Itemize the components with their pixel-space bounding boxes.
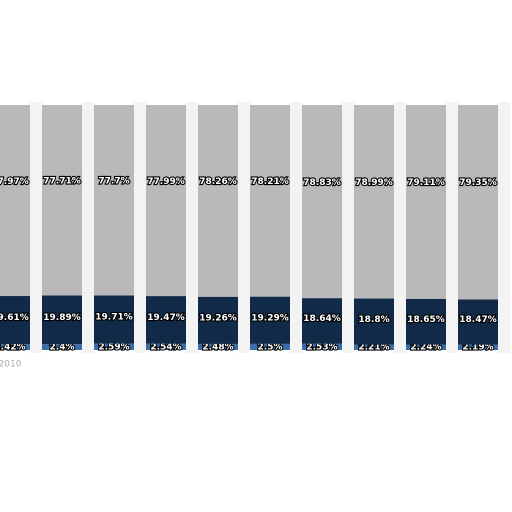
bar-segment <box>354 298 394 345</box>
data-label: 79.11% <box>407 178 445 188</box>
bar-segment <box>146 105 186 297</box>
bar-segment <box>94 343 134 350</box>
column-gap <box>238 102 250 353</box>
bar-segment <box>354 105 394 299</box>
column-gap <box>290 102 302 353</box>
bar-segment <box>354 344 394 350</box>
data-label: 77.7% <box>98 177 129 187</box>
data-label: 19.29% <box>251 313 289 323</box>
bar-segment <box>94 295 134 344</box>
data-label: 78.83% <box>303 178 341 188</box>
data-label: 77.71% <box>43 177 81 187</box>
bar-segment <box>406 344 446 350</box>
data-label: 19.47% <box>147 313 185 323</box>
data-label: 19.61% <box>0 313 29 323</box>
bar-segment <box>458 299 498 345</box>
data-label: 2.59% <box>98 343 129 353</box>
column-gap <box>186 102 198 353</box>
column-gap <box>446 102 458 353</box>
bar-segment <box>458 104 498 300</box>
data-label: 18.65% <box>407 315 445 325</box>
data-label: 18.8% <box>358 315 389 325</box>
x-tick-label: 2010 <box>0 360 22 370</box>
bar-segment <box>0 344 30 350</box>
bar-segment <box>250 105 290 297</box>
bar-segment <box>250 296 290 344</box>
bar-segment <box>146 296 186 344</box>
bar-segment <box>302 343 342 350</box>
bar-segment <box>0 105 30 297</box>
bar-segment <box>42 295 82 345</box>
data-label: 77.99% <box>147 177 185 187</box>
data-label: 2.5% <box>258 343 283 353</box>
data-label: 2.42% <box>0 343 26 353</box>
data-label: 19.26% <box>199 313 237 323</box>
column-gap <box>394 102 406 353</box>
bar-segment <box>406 298 446 345</box>
data-label: 2.4% <box>50 343 75 353</box>
column-gap <box>342 102 354 353</box>
bar-segment <box>42 105 82 296</box>
data-label: 78.21% <box>251 177 289 187</box>
bar-segment <box>302 298 342 344</box>
column-gap <box>134 102 146 353</box>
data-label: 18.47% <box>459 315 497 325</box>
data-label: 18.64% <box>303 314 341 324</box>
data-label: 19.71% <box>95 313 133 323</box>
data-label: 2.48% <box>202 343 233 353</box>
data-label: 77.97% <box>0 177 29 187</box>
bar-segment <box>198 105 238 297</box>
bar-segment <box>42 344 82 350</box>
data-label: 78.99% <box>355 178 393 188</box>
bar-segment <box>406 105 446 299</box>
bar-segment <box>250 343 290 350</box>
column-gap <box>82 102 94 353</box>
bar-segment <box>198 296 238 344</box>
bar-segment <box>458 344 498 350</box>
bar-segment <box>302 105 342 299</box>
bar-segment <box>0 296 30 345</box>
bar-segment <box>146 343 186 350</box>
data-label: 19.89% <box>43 313 81 323</box>
column-gap <box>498 102 510 353</box>
bar-segment <box>94 105 134 296</box>
column-gap <box>30 102 42 353</box>
bar-segment <box>198 343 238 350</box>
data-label: 78.26% <box>199 177 237 187</box>
data-label: 79.35% <box>459 178 497 188</box>
data-label: 2.54% <box>150 343 181 353</box>
data-label: 2.53% <box>306 343 337 353</box>
